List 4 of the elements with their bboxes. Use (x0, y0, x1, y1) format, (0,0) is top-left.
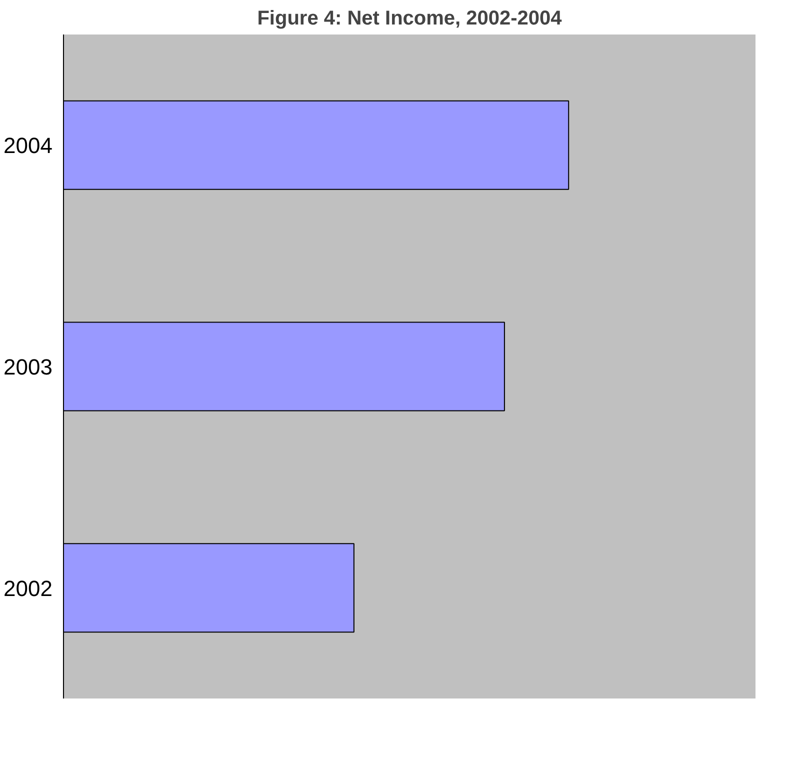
y-tick-label: 2002 (4, 576, 53, 601)
y-tick-label: 2003 (4, 354, 53, 380)
y-tick-label: 2004 (4, 133, 53, 158)
chart-title: Figure 4: Net Income, 2002-2004 (257, 8, 563, 30)
